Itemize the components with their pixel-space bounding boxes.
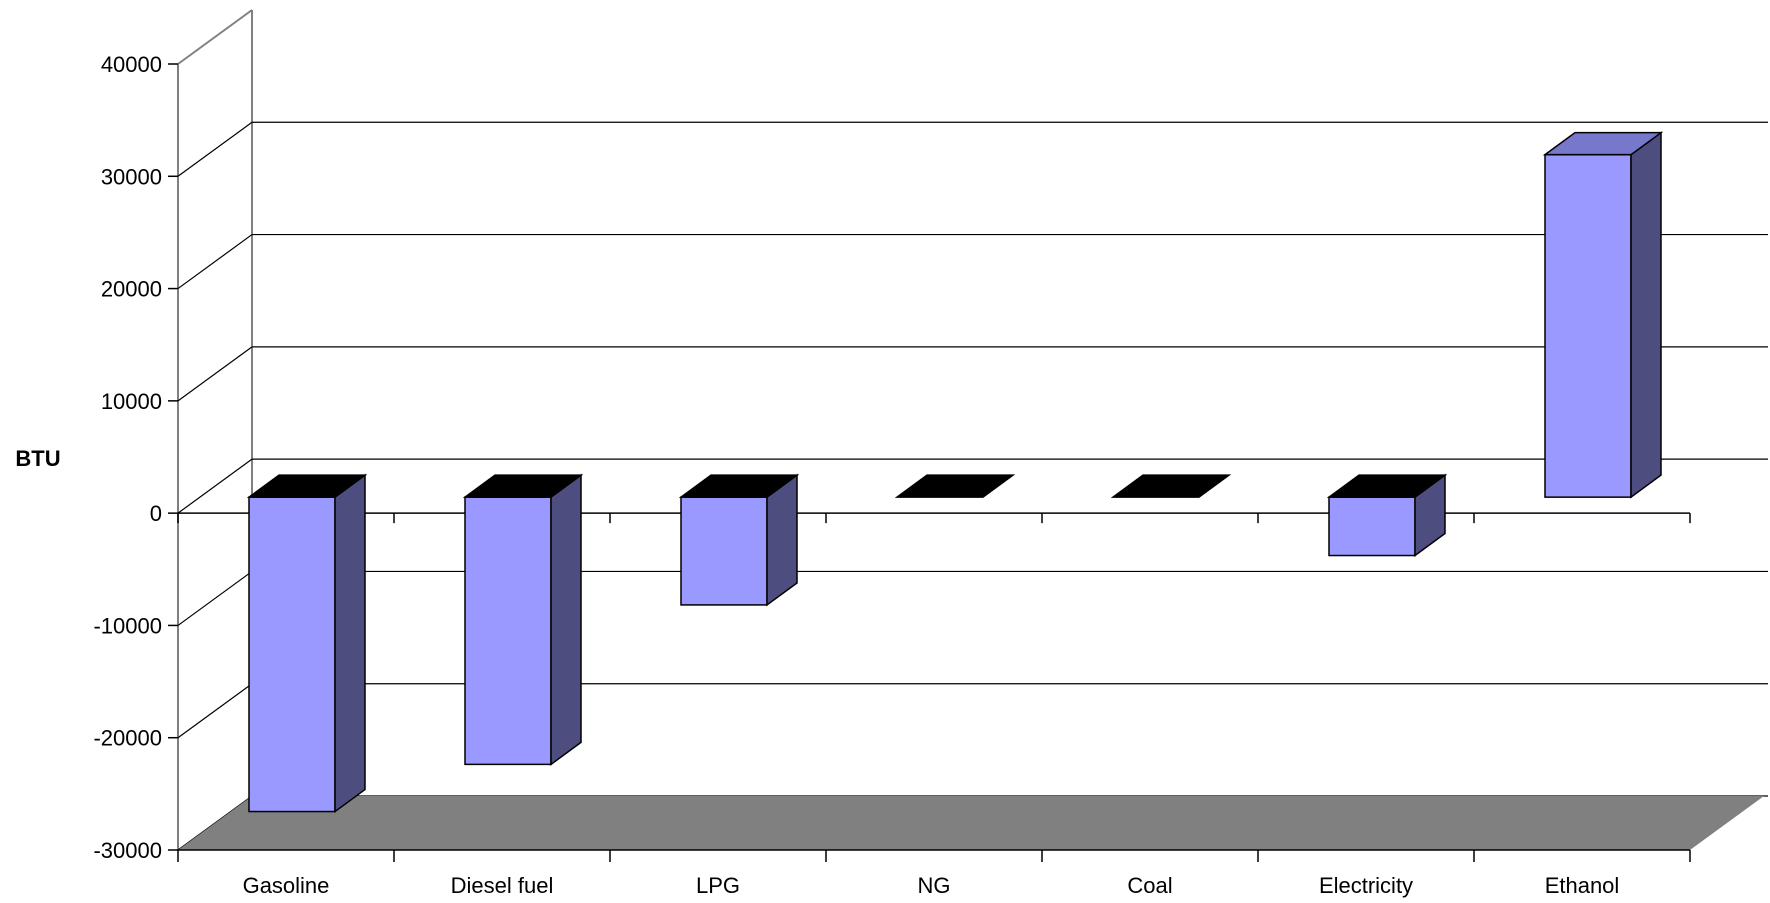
y-tick-label: 0 — [150, 501, 162, 526]
bar-top-face — [894, 474, 1016, 498]
bar-lpg — [678, 473, 800, 607]
x-tick-label: Electricity — [1319, 873, 1413, 898]
axes — [168, 63, 1691, 862]
y-tick-label: -30000 — [93, 838, 162, 863]
bar-gasoline — [246, 473, 368, 814]
x-tick-label: Diesel fuel — [451, 873, 554, 898]
bar-top-face — [678, 474, 800, 498]
gridline-side — [177, 683, 253, 739]
chart-floor — [178, 796, 1764, 850]
bar-top-face — [462, 474, 584, 498]
chart-walls — [177, 9, 253, 850]
y-tick-label: 10000 — [101, 389, 162, 414]
side-wall-top-edge — [177, 9, 253, 65]
bar-top-face — [1110, 474, 1232, 498]
bar-side-face — [550, 473, 582, 766]
bar-front-face — [680, 496, 768, 606]
bar-ng — [894, 474, 1016, 498]
x-tick-label: LPG — [696, 873, 740, 898]
gridline-side — [177, 458, 253, 514]
y-tick-label: 20000 — [101, 277, 162, 302]
bars — [246, 131, 1664, 814]
y-tick-label: -10000 — [93, 613, 162, 638]
floor-plane — [178, 796, 1764, 850]
bar-diesel-fuel — [462, 473, 584, 766]
bar-side-face — [1630, 131, 1662, 499]
bar-side-face — [334, 473, 366, 814]
y-tick-label: 40000 — [101, 52, 162, 77]
x-tick-label: Coal — [1127, 873, 1172, 898]
y-tick-label: 30000 — [101, 164, 162, 189]
x-tick-labels: Gasoline Diesel fuel LPG NG Coal Electricity E… — [243, 873, 1620, 898]
y-axis-title: BTU — [15, 446, 60, 471]
bar-front-face — [248, 496, 336, 813]
bar-electricity — [1326, 473, 1448, 558]
gridline-side — [177, 570, 253, 626]
bar-ethanol — [1542, 131, 1664, 499]
x-tick-label: Gasoline — [243, 873, 330, 898]
gridline-side — [177, 346, 253, 402]
bar-top-face — [246, 474, 368, 498]
bar-front-face — [464, 496, 552, 766]
bar-front-face — [1328, 496, 1416, 557]
bar-top-face — [1326, 474, 1448, 498]
y-tick-label: -20000 — [93, 726, 162, 751]
bar-front-face — [1544, 153, 1632, 498]
x-tick-label: Ethanol — [1545, 873, 1620, 898]
bar-top-face — [1542, 131, 1664, 156]
gridline-side — [177, 234, 253, 290]
bar-coal — [1110, 474, 1232, 498]
gridline-side — [177, 121, 253, 177]
y-tick-labels: 40000 30000 20000 10000 0 -10000 -20000 -30000 — [93, 52, 162, 863]
x-tick-label: NG — [918, 873, 951, 898]
